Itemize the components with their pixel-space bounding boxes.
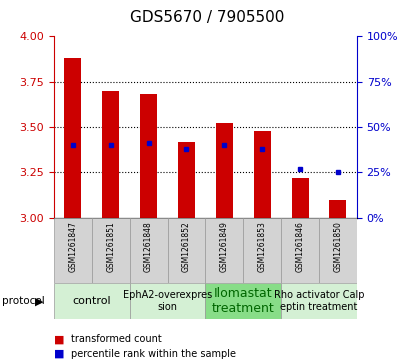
Bar: [281, 218, 319, 283]
Text: EphA2-overexpres
sion: EphA2-overexpres sion: [123, 290, 212, 312]
Text: protocol: protocol: [2, 296, 45, 306]
Text: GSM1261846: GSM1261846: [295, 221, 305, 272]
Bar: [281, 283, 357, 319]
Text: GSM1261852: GSM1261852: [182, 221, 191, 272]
Text: ▶: ▶: [35, 296, 44, 306]
Text: ■: ■: [54, 349, 64, 359]
Bar: [54, 218, 92, 283]
Bar: [216, 123, 233, 218]
Bar: [102, 91, 119, 218]
Text: Ilomastat
treatment: Ilomastat treatment: [212, 287, 275, 315]
Text: ■: ■: [54, 334, 64, 344]
Text: GSM1261851: GSM1261851: [106, 221, 115, 272]
Bar: [140, 94, 157, 218]
Bar: [292, 178, 309, 218]
Text: GSM1261848: GSM1261848: [144, 221, 153, 272]
Bar: [205, 283, 281, 319]
Text: GSM1261853: GSM1261853: [258, 221, 267, 272]
Bar: [330, 200, 347, 218]
Bar: [129, 218, 168, 283]
Bar: [54, 283, 129, 319]
Bar: [64, 58, 81, 218]
Text: GSM1261847: GSM1261847: [68, 221, 77, 272]
Text: Rho activator Calp
eptin treatment: Rho activator Calp eptin treatment: [274, 290, 364, 312]
Text: control: control: [73, 296, 111, 306]
Bar: [243, 218, 281, 283]
Text: GSM1261850: GSM1261850: [334, 221, 342, 272]
Bar: [205, 218, 243, 283]
Text: GSM1261849: GSM1261849: [220, 221, 229, 272]
Text: percentile rank within the sample: percentile rank within the sample: [71, 349, 236, 359]
Bar: [178, 142, 195, 218]
Text: transformed count: transformed count: [71, 334, 161, 344]
Bar: [168, 218, 205, 283]
Bar: [129, 283, 205, 319]
Bar: [254, 131, 271, 218]
Bar: [319, 218, 357, 283]
Bar: [92, 218, 129, 283]
Text: GDS5670 / 7905500: GDS5670 / 7905500: [130, 11, 285, 25]
